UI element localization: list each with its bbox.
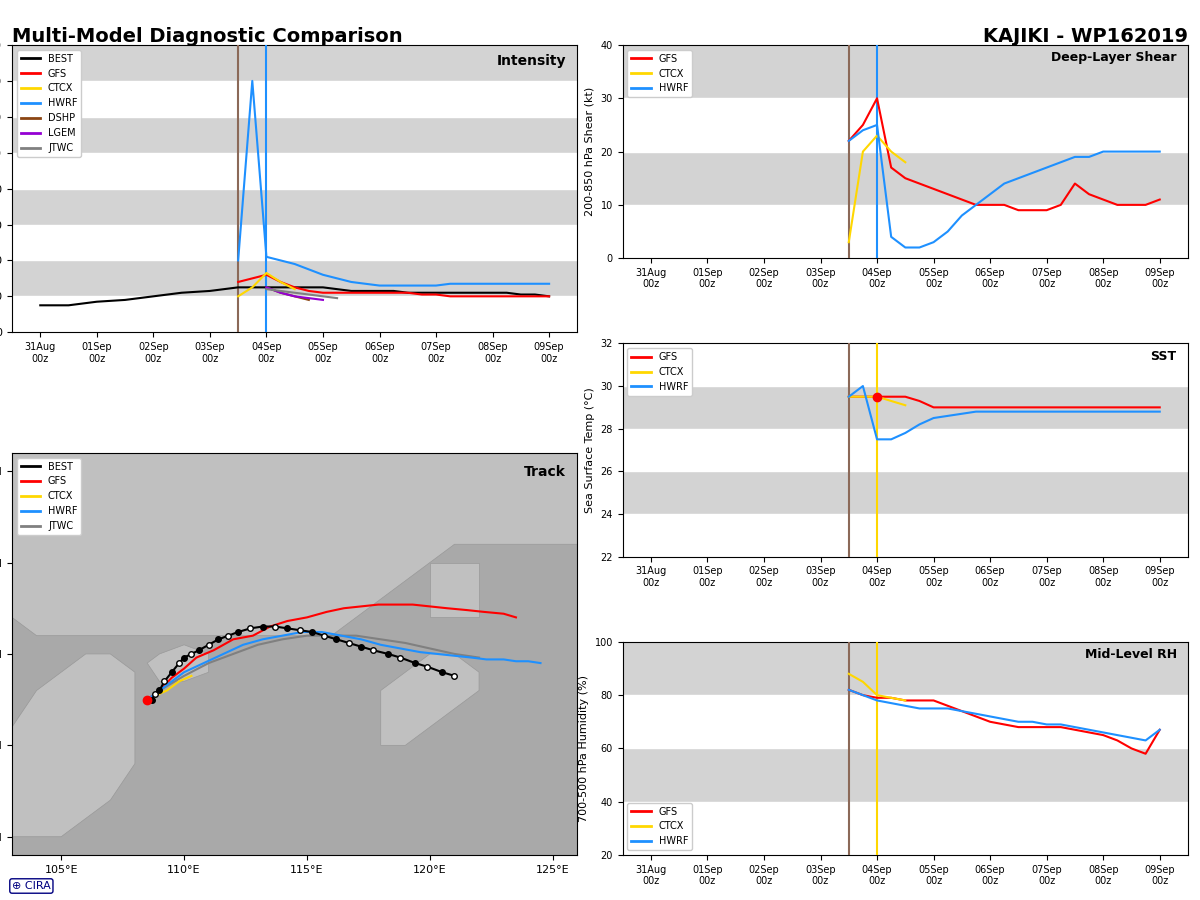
Text: Multi-Model Diagnostic Comparison: Multi-Model Diagnostic Comparison [12,27,403,46]
Bar [12,224,577,260]
Bar [623,695,1188,749]
Bar [623,802,1188,855]
Bar [623,428,1188,472]
Legend: GFS, CTCX, HWRF: GFS, CTCX, HWRF [628,50,692,97]
Bar [623,98,1188,151]
Legend: GFS, CTCX, HWRF: GFS, CTCX, HWRF [628,348,692,396]
Legend: BEST, GFS, CTCX, HWRF, DSHP, LGEM, JTWC: BEST, GFS, CTCX, HWRF, DSHP, LGEM, JTWC [17,50,82,157]
Bar [12,81,577,117]
Legend: BEST, GFS, CTCX, HWRF, JTWC: BEST, GFS, CTCX, HWRF, JTWC [17,458,82,535]
Text: Intensity: Intensity [497,54,566,68]
Bar [12,153,577,189]
Text: KAJIKI - WP162019: KAJIKI - WP162019 [983,27,1188,46]
Bar [623,514,1188,556]
Text: Mid-Level RH: Mid-Level RH [1085,648,1177,662]
Y-axis label: 700-500 hPa Humidity (%): 700-500 hPa Humidity (%) [578,675,589,822]
Text: ⊕ CIRA: ⊕ CIRA [12,881,50,891]
Bar [623,205,1188,258]
Text: SST: SST [1151,350,1177,363]
Y-axis label: 200-850 hPa Shear (kt): 200-850 hPa Shear (kt) [584,87,595,216]
Bar [623,344,1188,386]
Y-axis label: Sea Surface Temp (°C): Sea Surface Temp (°C) [584,387,595,513]
Bar [12,296,577,332]
Legend: GFS, CTCX, HWRF: GFS, CTCX, HWRF [628,803,692,850]
Text: Track: Track [524,465,566,479]
Text: Deep-Layer Shear: Deep-Layer Shear [1051,51,1177,65]
